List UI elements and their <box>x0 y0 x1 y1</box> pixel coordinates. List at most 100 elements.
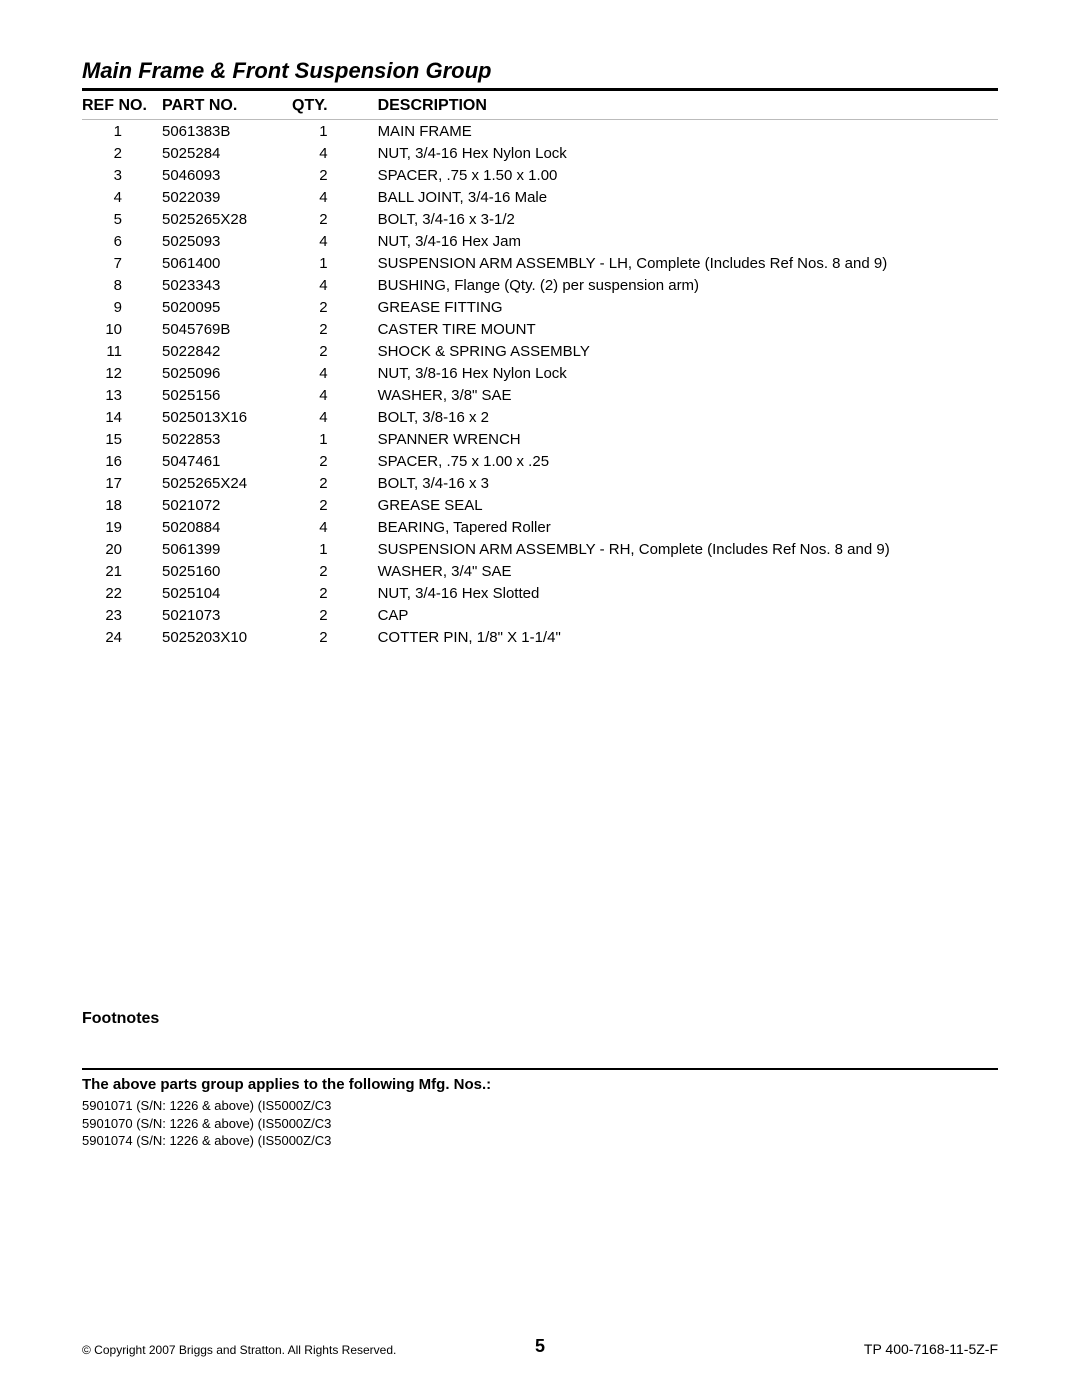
ref-no-cell: 12 <box>82 362 162 384</box>
section-title: Main Frame & Front Suspension Group <box>82 58 998 84</box>
table-row: 1250250964NUT, 3/8-16 Hex Nylon Lock <box>82 362 998 384</box>
description-cell: BALL JOINT, 3/4-16 Male <box>358 186 998 208</box>
part-no-cell: 5025160 <box>162 560 292 582</box>
description-cell: BEARING, Tapered Roller <box>358 516 998 538</box>
description-cell: CASTER TIRE MOUNT <box>358 318 998 340</box>
description-cell: SPACER, .75 x 1.50 x 1.00 <box>358 164 998 186</box>
ref-no-cell: 14 <box>82 406 162 428</box>
part-no-cell: 5061400 <box>162 252 292 274</box>
part-no-cell: 5021073 <box>162 604 292 626</box>
description-cell: BOLT, 3/4-16 x 3-1/2 <box>358 208 998 230</box>
qty-cell: 1 <box>292 538 358 560</box>
table-row: 250252844NUT, 3/4-16 Hex Nylon Lock <box>82 142 998 164</box>
mfgno-line: 5901071 (S/N: 1226 & above) (IS5000Z/C3 <box>82 1097 998 1115</box>
qty-cell: 2 <box>292 450 358 472</box>
header-desc: DESCRIPTION <box>358 93 998 120</box>
part-no-cell: 5020884 <box>162 516 292 538</box>
table-row: 55025265X282BOLT, 3/4-16 x 3-1/2 <box>82 208 998 230</box>
table-row: 175025265X242BOLT, 3/4-16 x 3 <box>82 472 998 494</box>
part-no-cell: 5025093 <box>162 230 292 252</box>
qty-cell: 2 <box>292 582 358 604</box>
part-no-cell: 5022842 <box>162 340 292 362</box>
qty-cell: 2 <box>292 560 358 582</box>
table-row: 1950208844BEARING, Tapered Roller <box>82 516 998 538</box>
table-row: 2350210732CAP <box>82 604 998 626</box>
table-row: 1150228422SHOCK & SPRING ASSEMBLY <box>82 340 998 362</box>
table-row: 2050613991SUSPENSION ARM ASSEMBLY - RH, … <box>82 538 998 560</box>
table-row: 105045769B2CASTER TIRE MOUNT <box>82 318 998 340</box>
description-cell: BOLT, 3/4-16 x 3 <box>358 472 998 494</box>
qty-cell: 4 <box>292 516 358 538</box>
table-row: 15061383B1MAIN FRAME <box>82 120 998 143</box>
qty-cell: 4 <box>292 362 358 384</box>
ref-no-cell: 24 <box>82 626 162 648</box>
qty-cell: 4 <box>292 142 358 164</box>
table-row: 1350251564WASHER, 3/8" SAE <box>82 384 998 406</box>
part-no-cell: 5025013X16 <box>162 406 292 428</box>
copyright: © Copyright 2007 Briggs and Stratton. Al… <box>82 1343 396 1357</box>
part-no-cell: 5025104 <box>162 582 292 604</box>
ref-no-cell: 23 <box>82 604 162 626</box>
ref-no-cell: 22 <box>82 582 162 604</box>
qty-cell: 4 <box>292 186 358 208</box>
ref-no-cell: 19 <box>82 516 162 538</box>
ref-no-cell: 10 <box>82 318 162 340</box>
page-footer: 5 © Copyright 2007 Briggs and Stratton. … <box>82 1336 998 1357</box>
part-no-cell: 5021072 <box>162 494 292 516</box>
table-row: 750614001SUSPENSION ARM ASSEMBLY - LH, C… <box>82 252 998 274</box>
ref-no-cell: 16 <box>82 450 162 472</box>
qty-cell: 2 <box>292 340 358 362</box>
table-row: 450220394BALL JOINT, 3/4-16 Male <box>82 186 998 208</box>
part-no-cell: 5022039 <box>162 186 292 208</box>
qty-cell: 4 <box>292 384 358 406</box>
part-no-cell: 5023343 <box>162 274 292 296</box>
table-row: 1550228531SPANNER WRENCH <box>82 428 998 450</box>
part-no-cell: 5025096 <box>162 362 292 384</box>
mfgno-line: 5901074 (S/N: 1226 & above) (IS5000Z/C3 <box>82 1132 998 1150</box>
ref-no-cell: 15 <box>82 428 162 450</box>
qty-cell: 1 <box>292 428 358 450</box>
table-row: 950200952GREASE FITTING <box>82 296 998 318</box>
description-cell: SPANNER WRENCH <box>358 428 998 450</box>
qty-cell: 1 <box>292 120 358 143</box>
table-row: 1850210722GREASE SEAL <box>82 494 998 516</box>
table-header-row: REF NO. PART NO. QTY. DESCRIPTION <box>82 93 998 120</box>
part-no-cell: 5025203X10 <box>162 626 292 648</box>
ref-no-cell: 1 <box>82 120 162 143</box>
mfgnos-rule <box>82 1068 998 1070</box>
table-row: 2150251602WASHER, 3/4" SAE <box>82 560 998 582</box>
description-cell: BUSHING, Flange (Qty. (2) per suspension… <box>358 274 998 296</box>
table-row: 1650474612SPACER, .75 x 1.00 x .25 <box>82 450 998 472</box>
ref-no-cell: 18 <box>82 494 162 516</box>
table-row: 145025013X164BOLT, 3/8-16 x 2 <box>82 406 998 428</box>
description-cell: NUT, 3/4-16 Hex Nylon Lock <box>358 142 998 164</box>
ref-no-cell: 3 <box>82 164 162 186</box>
qty-cell: 2 <box>292 208 358 230</box>
parts-table: REF NO. PART NO. QTY. DESCRIPTION 150613… <box>82 93 998 648</box>
part-no-cell: 5022853 <box>162 428 292 450</box>
description-cell: GREASE FITTING <box>358 296 998 318</box>
description-cell: BOLT, 3/8-16 x 2 <box>358 406 998 428</box>
ref-no-cell: 7 <box>82 252 162 274</box>
description-cell: WASHER, 3/8" SAE <box>358 384 998 406</box>
qty-cell: 2 <box>292 472 358 494</box>
ref-no-cell: 8 <box>82 274 162 296</box>
qty-cell: 2 <box>292 494 358 516</box>
part-no-cell: 5045769B <box>162 318 292 340</box>
table-row: 850233434BUSHING, Flange (Qty. (2) per s… <box>82 274 998 296</box>
qty-cell: 4 <box>292 230 358 252</box>
description-cell: SUSPENSION ARM ASSEMBLY - RH, Complete (… <box>358 538 998 560</box>
table-row: 2250251042NUT, 3/4-16 Hex Slotted <box>82 582 998 604</box>
description-cell: NUT, 3/4-16 Hex Slotted <box>358 582 998 604</box>
ref-no-cell: 20 <box>82 538 162 560</box>
description-cell: NUT, 3/8-16 Hex Nylon Lock <box>358 362 998 384</box>
qty-cell: 4 <box>292 406 358 428</box>
ref-no-cell: 17 <box>82 472 162 494</box>
qty-cell: 2 <box>292 604 358 626</box>
mfgnos-heading: The above parts group applies to the fol… <box>82 1076 998 1093</box>
mfgnos-list: 5901071 (S/N: 1226 & above) (IS5000Z/C3 5… <box>82 1097 998 1150</box>
table-row: 350460932SPACER, .75 x 1.50 x 1.00 <box>82 164 998 186</box>
description-cell: CAP <box>358 604 998 626</box>
qty-cell: 2 <box>292 164 358 186</box>
header-qty: QTY. <box>292 93 358 120</box>
